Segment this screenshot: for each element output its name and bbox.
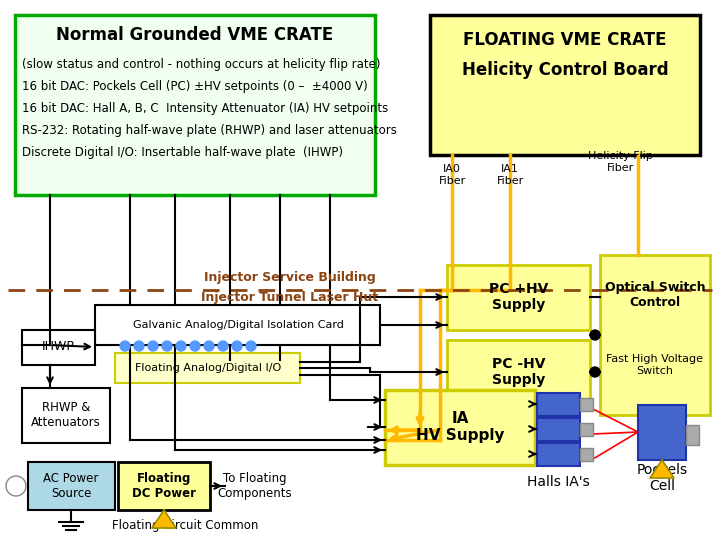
- Text: Injector Tunnel Laser Hut: Injector Tunnel Laser Hut: [202, 292, 379, 305]
- Circle shape: [190, 341, 200, 351]
- Bar: [430, 15, 700, 155]
- Text: 16 bit DAC: Hall A, B, C  Intensity Attenuator (IA) HV setpoints: 16 bit DAC: Hall A, B, C Intensity Atten…: [22, 102, 388, 115]
- Bar: [447, 340, 590, 405]
- Circle shape: [246, 341, 256, 351]
- Bar: [22, 330, 95, 365]
- Bar: [686, 425, 699, 445]
- Text: IA
HV Supply: IA HV Supply: [415, 411, 504, 443]
- Circle shape: [590, 330, 600, 340]
- Text: Helicity Flip
Fiber: Helicity Flip Fiber: [588, 151, 652, 173]
- Text: AC Power
Source: AC Power Source: [43, 472, 99, 500]
- Text: Floating Circuit Common: Floating Circuit Common: [112, 518, 258, 531]
- Bar: [385, 390, 535, 465]
- Bar: [537, 393, 580, 416]
- Circle shape: [232, 341, 242, 351]
- Text: RHWP &
Attenuators: RHWP & Attenuators: [31, 401, 101, 429]
- Circle shape: [162, 341, 172, 351]
- Text: Injector Service Building: Injector Service Building: [204, 272, 376, 285]
- Bar: [95, 305, 380, 345]
- Text: IHWP: IHWP: [42, 341, 74, 354]
- Text: Optical Switch
Control: Optical Switch Control: [605, 281, 706, 309]
- Text: Halls IA's: Halls IA's: [526, 475, 590, 489]
- Text: PC +HV
Supply: PC +HV Supply: [490, 282, 549, 312]
- Text: Helicity Control Board: Helicity Control Board: [462, 61, 668, 79]
- Text: Floating
DC Power: Floating DC Power: [132, 472, 196, 500]
- Circle shape: [134, 341, 144, 351]
- Text: 16 bit DAC: Pockels Cell (PC) ±HV setpoints (0 –  ±4000 V): 16 bit DAC: Pockels Cell (PC) ±HV setpoi…: [22, 80, 368, 93]
- Text: PC -HV
Supply: PC -HV Supply: [492, 357, 546, 387]
- Polygon shape: [650, 460, 674, 478]
- Circle shape: [148, 341, 158, 351]
- Text: (slow status and control - nothing occurs at helicity flip rate): (slow status and control - nothing occur…: [22, 58, 380, 71]
- Bar: [537, 418, 580, 441]
- Text: IA0
Fiber: IA0 Fiber: [438, 164, 466, 186]
- Polygon shape: [152, 510, 176, 528]
- Circle shape: [176, 341, 186, 351]
- Bar: [600, 255, 710, 415]
- Circle shape: [204, 341, 214, 351]
- Bar: [115, 353, 300, 383]
- Text: Pockels
Cell: Pockels Cell: [636, 463, 688, 493]
- Text: Galvanic Analog/Digital Isolation Card: Galvanic Analog/Digital Isolation Card: [132, 320, 343, 330]
- Text: Normal Grounded VME CRATE: Normal Grounded VME CRATE: [56, 26, 333, 44]
- Bar: [580, 398, 593, 411]
- Text: Discrete Digital I/O: Insertable half-wave plate  (IHWP): Discrete Digital I/O: Insertable half-wa…: [22, 146, 343, 159]
- Text: RS-232: Rotating half-wave plate (RHWP) and laser attenuators: RS-232: Rotating half-wave plate (RHWP) …: [22, 124, 397, 137]
- Bar: [537, 443, 580, 466]
- Text: FLOATING VME CRATE: FLOATING VME CRATE: [463, 31, 667, 49]
- Bar: [580, 448, 593, 461]
- Bar: [447, 265, 590, 330]
- Bar: [638, 405, 686, 460]
- Text: Floating Analog/Digital I/O: Floating Analog/Digital I/O: [135, 363, 281, 373]
- Bar: [580, 423, 593, 436]
- Circle shape: [590, 367, 600, 377]
- Circle shape: [120, 341, 130, 351]
- Bar: [118, 462, 210, 510]
- Bar: [22, 388, 110, 443]
- Bar: [15, 15, 375, 195]
- Text: To Floating
Components: To Floating Components: [217, 472, 292, 500]
- Text: IA1
Fiber: IA1 Fiber: [496, 164, 523, 186]
- Text: Fast High Voltage
Switch: Fast High Voltage Switch: [606, 354, 703, 376]
- Bar: [28, 462, 115, 510]
- Circle shape: [218, 341, 228, 351]
